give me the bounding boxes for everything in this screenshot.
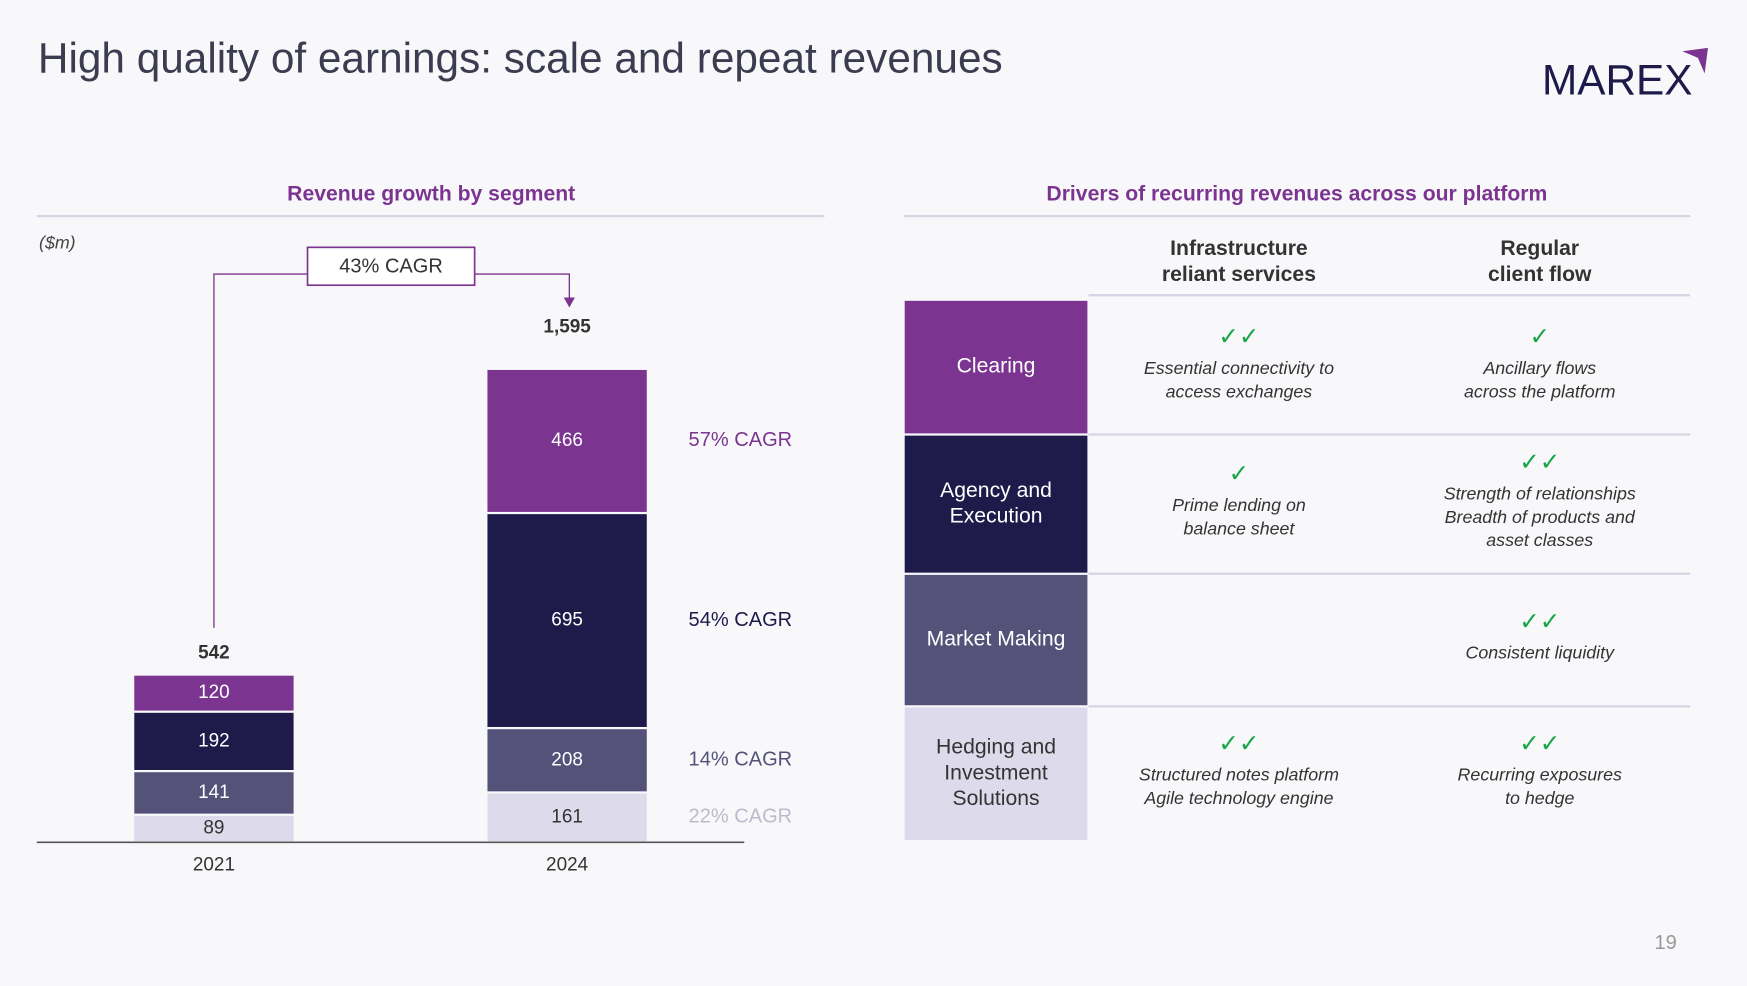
cell-text: balance sheet [1183, 518, 1295, 538]
slide-title: High quality of earnings: scale and repe… [38, 34, 1003, 81]
bar-segment [487, 514, 647, 727]
bar-segment [134, 712, 294, 770]
cell-text: Agile technology engine [1143, 788, 1333, 808]
value-label: 161 [551, 806, 583, 827]
cagr-box [306, 246, 476, 287]
table-title: Drivers of recurring revenues across our… [1046, 183, 1547, 206]
check-marks: ✓ [1529, 324, 1550, 351]
check-marks: ✓✓ [1519, 449, 1560, 476]
cell-text: Structured notes platform [1139, 765, 1339, 785]
cell-text: Consistent liquidity [1465, 643, 1615, 663]
cagr-label: 22% CAGR [689, 806, 793, 828]
check-marks: ✓ [1229, 461, 1250, 488]
unit-label: ($m) [39, 233, 76, 253]
cell-text: Strength of relationships [1444, 483, 1636, 503]
check-marks: ✓✓ [1218, 730, 1259, 757]
cell-text: Essential connectivity to [1144, 358, 1334, 378]
cell-text: access exchanges [1166, 381, 1313, 401]
row-label-cell [904, 707, 1088, 841]
row-label: Clearing [957, 355, 1036, 378]
value-label: 695 [551, 610, 583, 631]
cell-text: Recurring exposures [1458, 765, 1622, 785]
column-header: Infrastructure [1170, 237, 1308, 260]
column-header: client flow [1488, 263, 1592, 286]
cell-text: across the platform [1464, 381, 1616, 401]
cagr-label: 57% CAGR [689, 429, 793, 451]
cagr-connector [213, 273, 571, 628]
value-label: 208 [551, 749, 583, 770]
row-label: Agency and [940, 479, 1052, 502]
bar-segment [134, 675, 294, 711]
check-marks: ✓✓ [1519, 608, 1560, 635]
total-label: 542 [198, 642, 230, 663]
cagr-label: 54% CAGR [689, 609, 793, 631]
column-header: reliant services [1162, 263, 1316, 286]
bar-segment [487, 793, 647, 842]
row-label: Market Making [927, 628, 1066, 651]
cell-text: to hedge [1505, 788, 1574, 808]
row-label: Solutions [953, 787, 1040, 810]
row-label-cell [904, 300, 1088, 434]
bar-segment [487, 369, 647, 512]
value-label: 89 [203, 818, 224, 839]
bar-segment [134, 772, 294, 814]
page-number: 19 [1654, 932, 1676, 954]
logo: MAREX [1542, 57, 1693, 104]
cell-text: asset classes [1486, 530, 1593, 550]
x-tick-label: 2024 [546, 855, 588, 876]
column-header: Regular [1500, 237, 1579, 260]
row-label: Execution [950, 505, 1043, 528]
bar-segment [487, 729, 647, 792]
total-label: 1,595 [543, 317, 590, 338]
logo-mark [1682, 47, 1708, 74]
cell-text: Prime lending on [1172, 495, 1306, 515]
chart-title: Revenue growth by segment [287, 183, 575, 206]
cell-text: Ancillary flows [1482, 358, 1596, 378]
bar-segment [134, 815, 294, 842]
check-marks: ✓✓ [1519, 730, 1560, 757]
value-label: 192 [198, 730, 230, 751]
value-label: 141 [198, 782, 230, 803]
value-label: 120 [198, 682, 230, 703]
cagr-label: 14% CAGR [689, 749, 793, 771]
row-label: Investment [944, 761, 1048, 784]
value-label: 466 [551, 430, 583, 451]
x-tick-label: 2021 [193, 855, 235, 876]
row-label: Hedging and [936, 736, 1056, 759]
row-label-cell [904, 435, 1088, 573]
arrow-head [563, 297, 575, 308]
row-label-cell [904, 574, 1088, 706]
cell-text: Breadth of products and [1445, 507, 1636, 527]
check-marks: ✓✓ [1218, 324, 1259, 351]
overall-cagr: 43% CAGR [339, 256, 443, 278]
